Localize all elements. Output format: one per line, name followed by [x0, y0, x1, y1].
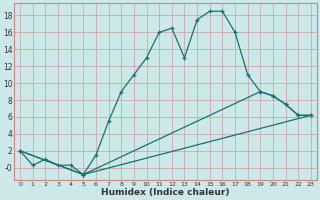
X-axis label: Humidex (Indice chaleur): Humidex (Indice chaleur) [101, 188, 230, 197]
